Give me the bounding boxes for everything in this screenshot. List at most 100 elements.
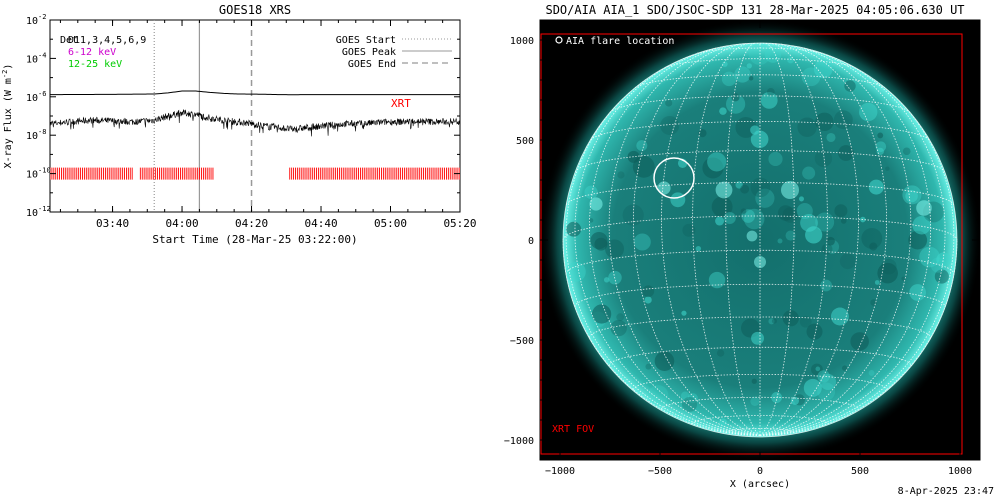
y-tick-label: 10-6: [26, 90, 46, 104]
x-tick-label: −500: [648, 466, 672, 477]
sun-texture-blob: [636, 140, 648, 152]
sun-texture-blob: [722, 61, 728, 67]
legend-flare-marker-icon: [555, 36, 563, 44]
sun-texture-blob: [633, 233, 651, 251]
sun-texture-blob: [751, 378, 757, 384]
sun-texture-blob: [750, 130, 769, 149]
timestamp: 8-Apr-2025 23:47: [897, 486, 994, 497]
sun-texture-blob: [875, 141, 887, 152]
x-tick-label: 03:40: [96, 217, 129, 230]
grid-latitude-line: [574, 150, 946, 173]
grid-longitude-line: [759, 79, 955, 436]
sun-texture-blob: [632, 155, 655, 178]
sun-texture-blob: [830, 307, 849, 326]
sun-texture-blob: [670, 192, 686, 208]
sun-texture-blob: [912, 216, 931, 235]
sun-texture-blob: [881, 258, 897, 275]
y-tick-label: −1000: [504, 436, 534, 447]
grid-longitude-line: [608, 45, 761, 436]
aia-x-axis-label: X (arcsec): [730, 479, 790, 490]
sun-texture-blob: [815, 112, 834, 132]
sun-texture-blob: [813, 59, 833, 79]
goes-x-ticks: 03:40 04:00 04:20 04:40 05:00 05:20: [59, 20, 477, 230]
sun-texture-blob: [936, 252, 952, 268]
goes-series-lines: [50, 90, 460, 137]
x-tick-label: 500: [851, 466, 869, 477]
sun-bright-region: [916, 200, 932, 216]
sun-texture-blob: [726, 94, 746, 114]
series-line-12-25-keV: [50, 109, 460, 137]
grid-longitude-line: [759, 47, 932, 436]
channels-label: D11,3,4,5,6,9: [68, 35, 146, 46]
sun-texture-blob: [919, 246, 940, 268]
sun-texture-blob: [681, 310, 687, 316]
sun-texture-blob: [861, 227, 883, 249]
sun-texture-blob: [764, 46, 782, 63]
sun-texture-blob: [908, 230, 928, 250]
y-tick-label: 0: [528, 236, 534, 247]
sun-texture-blob: [750, 125, 760, 135]
sun-texture-blob: [766, 88, 775, 96]
x-tick-label: 0: [757, 466, 763, 477]
sun-texture-blob: [777, 205, 794, 221]
sun-texture-blob: [874, 280, 880, 285]
grid-longitude-line: [725, 42, 761, 436]
y-tick-label: 10-10: [26, 167, 51, 181]
sun-texture-blob: [721, 71, 737, 87]
flare-location-circle: [653, 157, 695, 199]
sun-texture-blob: [654, 351, 675, 371]
grid-longitude-line: [565, 79, 761, 436]
sun-texture-blob: [719, 107, 727, 115]
grid-longitude-line: [692, 42, 761, 436]
sun-texture-blob: [934, 269, 949, 284]
sun-texture-blob: [660, 115, 680, 135]
grid-latitude-line: [565, 249, 955, 275]
grid-longitude-line: [661, 43, 761, 436]
grid-longitude-line: [759, 43, 859, 436]
sun-texture-blob: [584, 185, 598, 199]
grid-longitude-line: [632, 44, 761, 436]
grid-longitude-line: [759, 44, 888, 436]
y-tick-label: 500: [516, 136, 534, 147]
sun-active-regions: [565, 42, 952, 427]
sun-texture-blob: [800, 213, 818, 232]
sun-texture-blob: [841, 365, 848, 371]
sun-texture-blob: [711, 196, 733, 218]
heliographic-grid: [562, 42, 958, 438]
y-tick-label: 10-8: [26, 128, 46, 142]
grid-longitude-line: [588, 47, 761, 436]
sun-texture-blob: [702, 157, 724, 179]
sun-texture-blob: [588, 218, 594, 223]
sun-texture-blob: [815, 212, 835, 232]
sun-texture-blob: [814, 149, 833, 168]
sun-texture-blob: [777, 238, 783, 244]
sun-texture-blob: [771, 318, 777, 324]
x-tick-label: 05:20: [443, 217, 476, 230]
x-tick-label: 1000: [948, 466, 972, 477]
xrt-fov-box: [540, 33, 963, 455]
legend-goes-peak-label: GOES Peak: [342, 47, 396, 58]
sun-texture-blob: [815, 366, 821, 372]
sun-texture-blob: [768, 151, 783, 167]
goes-plot-area: 03:40 04:00 04:20 04:40 05:00 05:20 10-1210-1…: [26, 13, 477, 230]
grid-longitude-line: [562, 239, 761, 436]
y-tick-label: 10-2: [26, 13, 46, 27]
band-low-label: 6-12 keV: [68, 47, 116, 58]
sun-texture-blob: [868, 369, 875, 376]
sun-texture-blob: [751, 331, 765, 345]
sun-texture-blob: [782, 310, 799, 327]
sun-texture-blob: [905, 189, 918, 203]
sun-texture-blob: [707, 152, 727, 172]
sun-bright-region: [754, 256, 766, 268]
sun-texture-blob: [716, 349, 725, 357]
goes-x-axis-label: Start Time (28-Mar-25 03:22:00): [152, 233, 357, 246]
sun-texture-blob: [740, 208, 747, 214]
x-tick-label: 05:00: [374, 217, 407, 230]
sun-texture-blob: [834, 204, 848, 218]
sun-texture-blob: [708, 271, 726, 289]
sun-texture-blob: [797, 117, 817, 137]
aia-image: [540, 20, 980, 460]
sun-texture-blob: [731, 93, 740, 102]
det-label: Det: [60, 35, 78, 46]
sun-texture-blob: [885, 166, 890, 171]
